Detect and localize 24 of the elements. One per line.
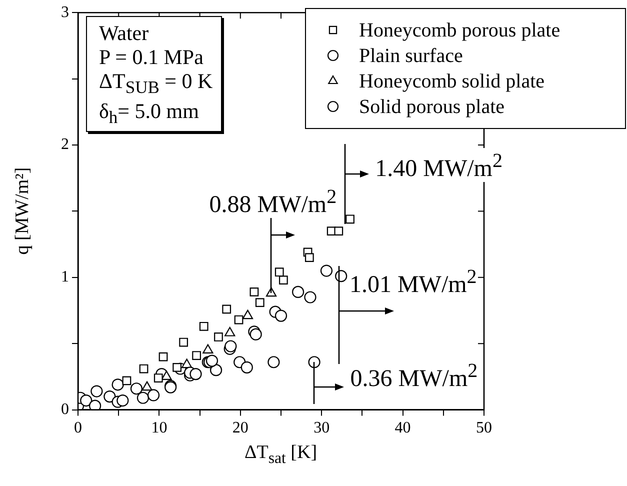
- annotation: P = 0.1 MPa: [99, 44, 204, 69]
- annotation: 1.01 MW/m$^{2}$: [349, 264, 477, 298]
- annotation: 1.40 MW/m$^{2}$: [375, 148, 502, 182]
- legend-label: Honeycomb solid plate: [359, 70, 545, 92]
- annotation: Water: [99, 20, 150, 45]
- y-tick-label: 0: [61, 401, 69, 418]
- x-tick-label: 0: [74, 420, 82, 437]
- legend-label: Solid porous plate: [359, 96, 505, 118]
- y-tick-label: 1: [61, 268, 69, 286]
- y-tick-label: 2: [61, 136, 69, 154]
- annotation: δ$_{h}$= 5.0 mm: [99, 98, 200, 129]
- x-tick-label: 20: [232, 420, 248, 437]
- x-tick-label: 50: [476, 420, 492, 437]
- x-tick-label: 40: [394, 420, 411, 437]
- annotation: 0.88 MW/m$^{2}$: [209, 184, 337, 218]
- annotation: ΔT$_{SUB}$ = 0 K: [99, 68, 213, 99]
- x-axis-title: ΔT$_{sat}$ [K]: [244, 442, 318, 468]
- legend-label: Honeycomb porous plate: [359, 19, 560, 42]
- legend-label: Plain surface: [359, 44, 463, 67]
- x-tick-label: 30: [314, 420, 330, 437]
- y-tick-label: 3: [61, 4, 69, 21]
- y-axis-title: q [MW/m²]: [12, 167, 34, 255]
- annotation: 0.36 MW/m$^{2}$: [350, 358, 478, 392]
- x-tick-label: 10: [151, 420, 168, 437]
